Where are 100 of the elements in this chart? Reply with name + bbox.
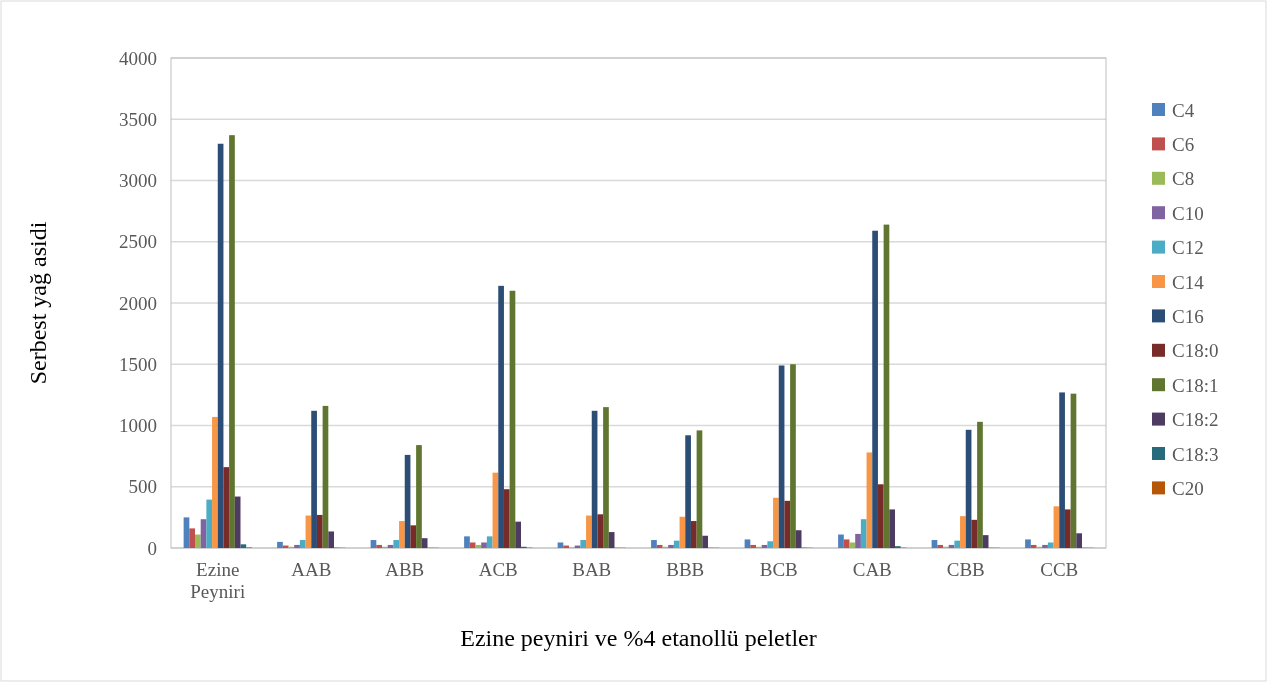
bar [702,535,708,548]
bar [316,514,323,548]
bar [311,410,317,548]
bar [744,539,751,548]
legend-label: C18:1 [1172,374,1219,396]
x-tick-label: CCB [1040,559,1079,580]
legend-label: C4 [1172,99,1195,121]
bar [977,421,983,548]
bar [464,536,470,548]
bar [860,519,867,548]
x-tick-label: BAB [572,559,612,580]
bar [608,532,615,548]
bar [651,540,657,548]
x-tick-label: BCB [759,559,798,580]
bar [557,542,564,548]
bar [1025,539,1031,548]
bar [240,544,247,548]
y-tick-label: 2000 [119,292,157,314]
legend-label: C8 [1172,168,1195,190]
bar [393,540,400,548]
y-tick-label: 0 [147,537,157,559]
bar [795,530,802,548]
bar [668,544,674,548]
legend-label: C18:3 [1172,443,1219,465]
bar [277,541,283,548]
legend-label: C18:0 [1172,340,1219,362]
bar [421,538,428,548]
bar [855,533,861,548]
bar [790,364,796,548]
x-tick-label: CBB [946,559,985,580]
bar [1042,544,1048,548]
bar [673,540,680,548]
bar [328,531,334,548]
bar [399,521,405,548]
bar [1047,542,1054,548]
bar [212,416,218,548]
y-axis-title: Serbest yağ asidi [25,221,51,385]
bar [872,230,878,548]
bar [515,521,521,548]
bar [299,540,306,548]
x-tick-label: CAB [852,559,892,580]
bar [1059,392,1065,548]
legend-label: C10 [1172,202,1204,224]
bar [937,544,943,548]
y-tick-label: 3500 [119,108,157,130]
legend-label: C6 [1172,134,1195,156]
y-tick-label: 1000 [119,415,157,437]
bar [223,467,230,548]
y-tick-label: 1500 [119,353,157,375]
bar [294,544,300,548]
x-axis-title: Ezine peyniri ve %4 etanollü peletler [460,625,817,651]
y-tick-label: 500 [128,476,157,498]
bar [971,519,978,548]
x-tick-label: ABB [385,559,425,580]
bar [784,500,791,548]
bar [690,521,697,548]
bar [580,540,587,548]
bar [189,528,195,548]
bar [416,445,422,548]
bar [750,544,756,548]
legend-label: C14 [1172,271,1205,293]
bar [767,541,774,548]
bar [234,496,241,548]
bar [982,535,989,548]
bar [954,540,961,548]
y-tick-label: 4000 [119,47,157,69]
bar [376,544,382,548]
bar [475,544,482,548]
bar [838,534,844,548]
bar [586,515,592,548]
y-tick-label: 2500 [119,231,157,253]
legend-label: C12 [1172,237,1204,259]
x-tick-label: Ezine Peyniri [190,559,246,602]
bar [498,285,504,548]
bar [1076,533,1082,548]
legend-label: C18:2 [1172,409,1219,431]
x-tick-label: ACB [478,559,518,580]
legend-label: C20 [1172,478,1204,500]
bar [469,542,476,548]
x-tick-label: BBB [666,559,705,580]
bar [229,135,235,548]
bar [877,484,884,548]
bar [410,525,417,548]
bar [960,516,966,548]
bar [1064,509,1071,548]
bar [481,542,487,548]
bar [195,534,201,548]
bar [486,536,493,548]
bar [603,407,609,548]
bar [889,509,895,548]
bar [773,497,779,548]
bar [685,435,691,548]
bar [597,514,604,548]
bar [849,542,856,548]
bar [206,499,213,548]
bar [503,489,510,548]
x-tick-label: AAB [291,559,332,580]
y-tick-label: 3000 [119,170,157,192]
bar [843,539,850,548]
legend-label: C16 [1172,306,1204,328]
